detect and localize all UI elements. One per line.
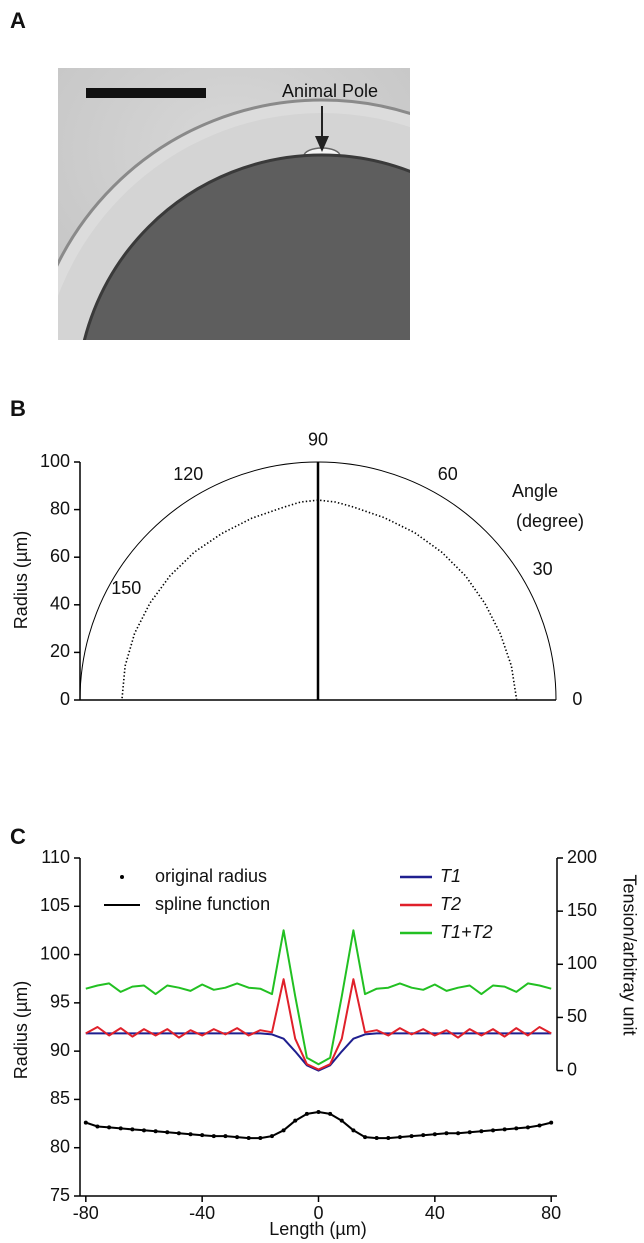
y-tick-label: 105 xyxy=(40,895,70,915)
y-tick-label: 100 xyxy=(40,943,70,963)
y-tick-label: 80 xyxy=(50,1136,70,1156)
legend-label: spline function xyxy=(155,894,270,914)
legend-label: T2 xyxy=(440,894,461,914)
y-tick-label: 80 xyxy=(50,498,70,518)
y-tick-label: 20 xyxy=(50,641,70,661)
x-tick-label: -40 xyxy=(189,1203,215,1223)
y-axis-label: Radius (µm) xyxy=(11,981,31,1079)
y-axis-label: Radius (µm) xyxy=(11,531,31,629)
y2-tick-label: 150 xyxy=(567,900,597,920)
series-line xyxy=(85,929,552,1066)
y2-axis-label: Tension/arbitray unit xyxy=(619,874,639,1035)
arrow-head xyxy=(315,136,329,152)
x-tick-label: -80 xyxy=(73,1203,99,1223)
x-axis-label: Length (µm) xyxy=(269,1219,366,1239)
y2-tick-label: 50 xyxy=(567,1006,587,1026)
legend-label: T1 xyxy=(440,866,461,886)
angle-tick-label: 0 xyxy=(572,689,582,709)
series-line xyxy=(85,1111,552,1140)
x-tick-label: 80 xyxy=(541,1203,561,1223)
y-tick-label: 110 xyxy=(41,847,70,867)
angle-tick-label: 150 xyxy=(111,578,141,598)
y-tick-label: 40 xyxy=(50,594,70,614)
panel-label: C xyxy=(10,824,26,849)
angle-tick-label: 120 xyxy=(173,464,203,484)
angle-label: (degree) xyxy=(516,511,584,531)
y2-tick-label: 0 xyxy=(567,1059,577,1079)
y-tick-label: 100 xyxy=(40,451,70,471)
angle-label: Angle xyxy=(512,481,558,501)
angle-tick-label: 60 xyxy=(438,464,458,484)
y-tick-label: 90 xyxy=(50,1040,70,1060)
panel-label: A xyxy=(10,8,26,33)
legend-label: original radius xyxy=(155,866,267,886)
angle-tick-label: 30 xyxy=(533,559,553,579)
series-line xyxy=(85,978,552,1071)
y-tick-label: 85 xyxy=(50,1088,70,1108)
y-tick-label: 0 xyxy=(60,689,70,709)
radius-curve xyxy=(121,499,518,701)
panel-label: B xyxy=(10,396,26,421)
y2-tick-label: 200 xyxy=(567,847,597,867)
y-tick-label: 60 xyxy=(50,546,70,566)
y-tick-label: 75 xyxy=(50,1185,70,1205)
angle-tick-label: 90 xyxy=(308,429,328,449)
y2-tick-label: 100 xyxy=(567,953,597,973)
x-tick-label: 40 xyxy=(425,1203,445,1223)
series-line xyxy=(85,1032,552,1072)
legend-swatch xyxy=(120,875,124,879)
legend-label: T1+T2 xyxy=(440,922,493,942)
x-tick-label: 0 xyxy=(313,1203,323,1223)
y-tick-label: 95 xyxy=(50,992,70,1012)
photo xyxy=(58,68,410,340)
annotation: Animal Pole xyxy=(282,81,378,101)
